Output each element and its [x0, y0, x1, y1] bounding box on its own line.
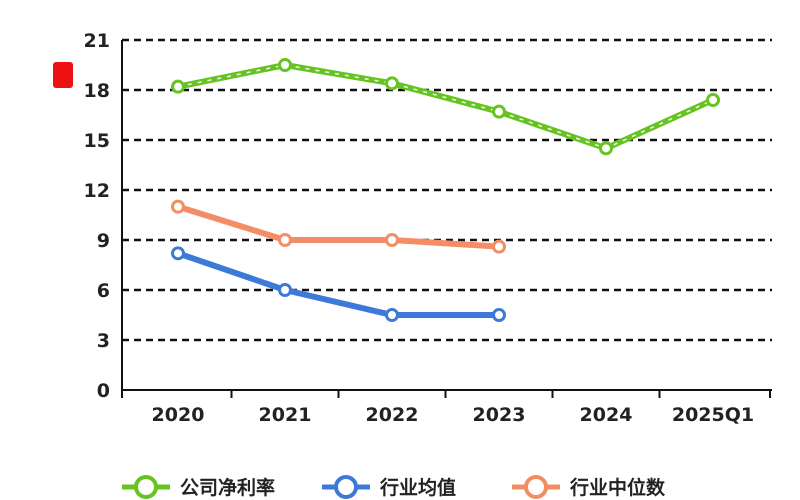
y-tick-label: 12: [84, 180, 110, 202]
data-point: [385, 233, 399, 247]
data-point: [706, 93, 720, 107]
legend-label: 公司净利率: [180, 476, 275, 499]
y-tick-label: 0: [97, 380, 110, 402]
data-point: [492, 104, 506, 119]
y-tick-label: 6: [97, 280, 110, 302]
data-point: [599, 141, 613, 156]
legend-label: 行业中位数: [569, 476, 666, 499]
x-tick-label: 2023: [473, 404, 526, 426]
x-tick-label: 2024: [580, 404, 633, 426]
y-tick-label: 18: [84, 80, 110, 102]
data-point: [171, 199, 185, 214]
series-line-overlay: [177, 64, 714, 150]
data-point: [278, 283, 292, 297]
data-point: [492, 239, 506, 254]
data-point: [492, 308, 506, 322]
data-point: [278, 233, 292, 247]
legend: 公司净利率 行业均值 行业中位数: [122, 475, 666, 499]
legend-swatch-marker: [334, 475, 358, 499]
legend-swatch-marker: [524, 475, 548, 499]
x-tick-label: 2020: [152, 404, 205, 426]
unit-marker: [53, 62, 73, 88]
series-line: [175, 203, 502, 250]
y-axis-ticks: 0 3 6 9 12 15 18 21: [84, 30, 110, 402]
series-line: [175, 250, 502, 318]
legend-label: 行业均值: [379, 476, 456, 499]
data-point: [171, 246, 185, 261]
legend-swatch-marker: [134, 475, 158, 499]
axes: [121, 40, 772, 398]
x-tick-label: 2025Q1: [672, 404, 754, 426]
gridlines: [122, 38, 772, 342]
x-tick-label: 2022: [366, 404, 419, 426]
data-point: [385, 308, 399, 322]
x-axis-ticks: 2020 2021 2022 2023 2024 2025Q1: [152, 404, 755, 426]
x-tick-label: 2021: [259, 404, 312, 426]
data-point: [171, 79, 185, 94]
series-group: [171, 58, 720, 322]
data-point: [278, 58, 292, 72]
y-tick-label: 9: [97, 230, 110, 252]
y-tick-label: 3: [97, 330, 110, 352]
y-tick-label: 15: [84, 130, 110, 152]
y-tick-label: 21: [84, 30, 110, 52]
data-point: [385, 76, 399, 91]
